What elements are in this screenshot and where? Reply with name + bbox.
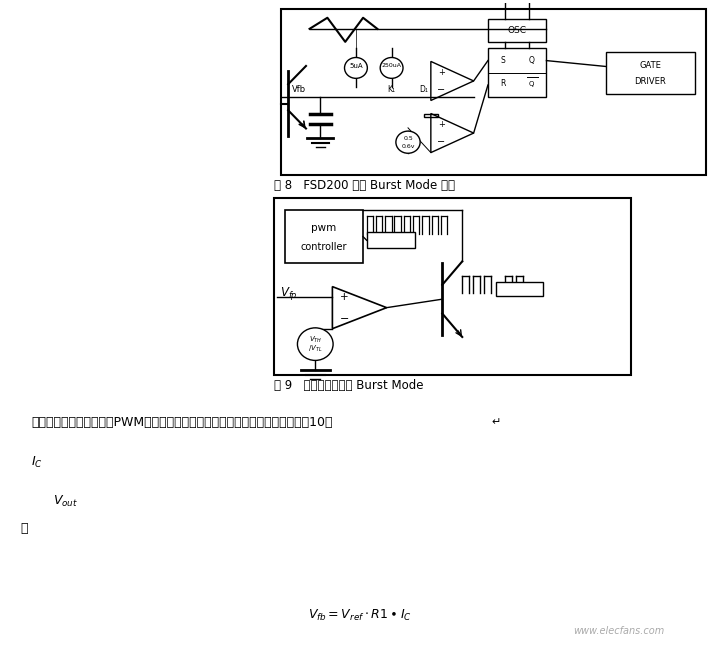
Bar [605,52,695,94]
Bar [274,198,631,375]
Text: pwm: pwm [311,223,336,233]
Bar [488,49,546,97]
Text: /$V_{TL}$: /$V_{TL}$ [308,344,323,354]
Text: −: − [437,85,446,95]
Text: R: R [500,79,505,88]
Bar [497,282,543,296]
Text: +: + [340,292,349,302]
Text: +: + [438,120,445,129]
Circle shape [396,131,420,153]
Text: $V_{fp}$: $V_{fp}$ [280,286,298,302]
Circle shape [380,58,403,78]
Text: 5uA: 5uA [349,63,363,69]
Text: www.elecfans.com: www.elecfans.com [574,626,665,637]
Text: K₁: K₁ [388,85,395,94]
Text: 是: 是 [21,522,28,535]
Text: $I_{C}$: $I_{C}$ [32,455,43,470]
Bar [285,210,363,263]
Bar [423,114,438,117]
Text: S: S [500,56,505,64]
Text: 0.6v: 0.6v [401,145,415,149]
Text: −: − [437,137,446,147]
Text: Q: Q [529,56,535,64]
Text: OSC: OSC [508,26,527,35]
Circle shape [298,328,333,361]
Text: 250uA: 250uA [382,64,402,68]
Text: GATE: GATE [639,61,661,70]
Bar [281,9,705,175]
Text: controller: controller [301,242,347,252]
Text: DRIVER: DRIVER [634,77,666,86]
Text: Q: Q [529,81,534,87]
Text: Vfb: Vfb [292,85,306,94]
Bar [488,19,546,42]
Circle shape [344,58,367,78]
Text: 图 9   控制输出通道的 Burst Mode: 图 9 控制输出通道的 Burst Mode [274,378,423,392]
Text: 图 8   FSD200 内部 Burst Mode 结构: 图 8 FSD200 内部 Burst Mode 结构 [274,179,455,192]
Text: 0.5: 0.5 [403,137,413,141]
Text: 控制反馈通道是实现一般PWM控制器的可控脉冲模式的方法之一。其电路可见图10，: 控制反馈通道是实现一般PWM控制器的可控脉冲模式的方法之一。其电路可见图10， [32,417,333,430]
Text: −: − [340,314,349,324]
Text: $V_{TH}$: $V_{TH}$ [308,335,322,346]
Text: $V_{out}$: $V_{out}$ [52,493,78,509]
Text: $V_{fb}=V_{ref}\cdot R1\bullet I_{C}$: $V_{fb}=V_{ref}\cdot R1\bullet I_{C}$ [308,608,411,623]
Text: ↵: ↵ [492,417,501,426]
Text: +: + [438,68,445,77]
Bar [367,232,415,248]
Text: D₁: D₁ [419,85,428,94]
